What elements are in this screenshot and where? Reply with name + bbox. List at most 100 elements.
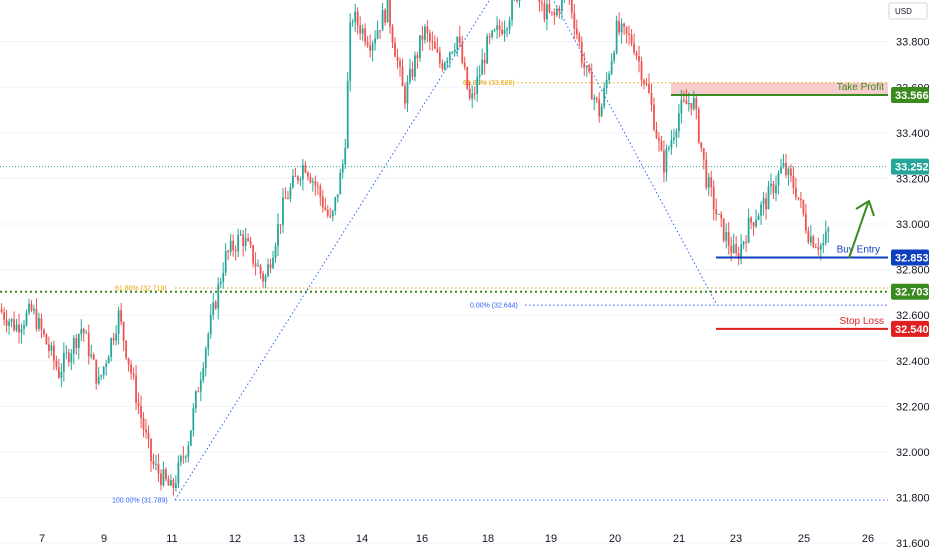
- candle: [585, 65, 588, 78]
- candle: [453, 42, 456, 56]
- candle: [448, 51, 451, 69]
- candle: [725, 223, 728, 249]
- candle: [57, 358, 60, 380]
- candle: [379, 29, 381, 39]
- candle: [227, 249, 230, 260]
- level-label: Take Profit: [837, 82, 884, 93]
- candle: [702, 148, 705, 170]
- candle: [553, 8, 556, 25]
- candle: [792, 166, 795, 194]
- price-badge: 32.853: [891, 249, 929, 266]
- candle: [80, 319, 83, 341]
- candle: [665, 144, 668, 182]
- candle: [570, 0, 573, 19]
- candle: [212, 293, 215, 320]
- candle: [33, 304, 35, 315]
- candle: [135, 364, 137, 411]
- candle: [269, 258, 272, 274]
- candle: [192, 403, 195, 437]
- candle: [346, 72, 349, 149]
- projection-arrow: [848, 202, 869, 259]
- candle: [663, 140, 665, 183]
- candle: [456, 36, 459, 57]
- fib-label: 61.80% (32.719): [115, 286, 167, 293]
- candle: [356, 7, 359, 35]
- candle: [274, 242, 277, 263]
- candle: [45, 333, 48, 345]
- candle: [463, 56, 466, 70]
- candle: [623, 22, 625, 35]
- y-tick-label: 33.200: [896, 173, 930, 185]
- candle: [95, 359, 98, 390]
- candle: [125, 340, 127, 361]
- candle: [18, 313, 20, 344]
- candle: [603, 82, 606, 110]
- candle: [5, 309, 8, 333]
- candle: [717, 213, 720, 215]
- candle: [145, 419, 147, 439]
- candle: [304, 161, 307, 174]
- candle: [279, 224, 282, 235]
- candle: [433, 35, 436, 50]
- y-tick-label: 32.800: [896, 265, 930, 277]
- candle: [804, 204, 807, 234]
- candle: [287, 191, 289, 200]
- candle: [675, 128, 678, 148]
- candle: [762, 191, 765, 216]
- svg-text:32.703: 32.703: [895, 287, 929, 299]
- candle: [162, 461, 165, 487]
- candle: [740, 234, 743, 265]
- candle: [496, 16, 499, 39]
- y-tick-label: 32.400: [896, 356, 930, 368]
- candle: [234, 245, 237, 261]
- candle: [267, 258, 269, 278]
- candle: [715, 198, 718, 221]
- candle: [498, 19, 501, 38]
- candle: [673, 128, 675, 145]
- candle: [130, 360, 132, 380]
- candle: [199, 371, 202, 402]
- candle: [92, 352, 95, 361]
- price-badge: 33.252: [891, 158, 929, 175]
- candle: [105, 360, 108, 376]
- candle: [207, 331, 210, 356]
- candle: [389, 0, 391, 34]
- x-tick-label: 18: [482, 533, 494, 545]
- candle: [790, 164, 792, 182]
- candle: [259, 263, 262, 280]
- y-tick-label: 31.800: [896, 493, 930, 505]
- candle: [737, 246, 740, 266]
- projection-arrow-head: [855, 199, 875, 217]
- candle: [458, 26, 461, 48]
- candle: [443, 61, 446, 71]
- candle: [471, 85, 474, 109]
- candle: [615, 15, 618, 55]
- candle: [633, 33, 635, 56]
- candle: [466, 66, 469, 91]
- candle: [222, 262, 225, 289]
- candle: [473, 86, 476, 101]
- candle: [424, 24, 426, 44]
- candle: [558, 5, 561, 19]
- y-tick-label: 32.000: [896, 447, 930, 459]
- candle: [252, 244, 254, 268]
- candle: [563, 0, 565, 3]
- candle: [600, 103, 603, 117]
- candle: [264, 273, 267, 289]
- candle: [214, 299, 217, 310]
- candle: [501, 21, 503, 36]
- candle: [319, 183, 322, 206]
- candle: [605, 72, 608, 95]
- candle: [767, 180, 770, 210]
- candle: [548, 0, 551, 14]
- x-tick-label: 16: [416, 533, 428, 545]
- candle: [15, 318, 18, 333]
- candle: [247, 233, 250, 242]
- y-tick-label: 32.200: [896, 401, 930, 413]
- candle: [481, 48, 484, 76]
- candle: [446, 57, 449, 69]
- candle: [65, 345, 68, 360]
- candle: [257, 259, 259, 267]
- candle: [331, 209, 334, 222]
- candle: [643, 78, 645, 90]
